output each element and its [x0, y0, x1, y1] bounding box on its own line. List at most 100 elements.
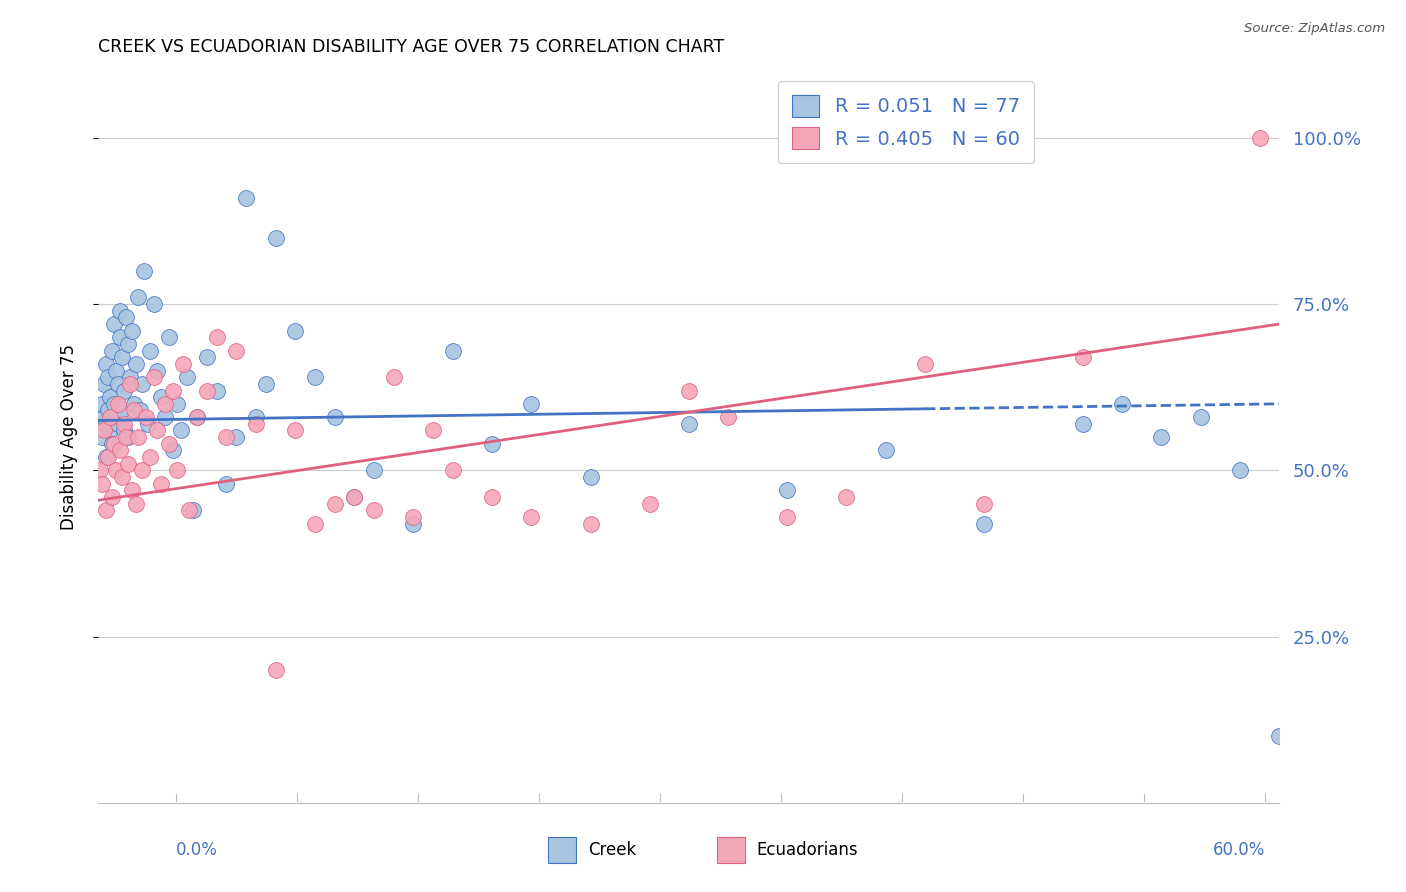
Point — [146, 424, 169, 438]
Point — [1268, 729, 1291, 743]
Point — [150, 390, 173, 404]
Point — [93, 376, 115, 391]
Point — [89, 417, 111, 431]
Point — [520, 397, 543, 411]
Point — [678, 384, 700, 398]
Point — [117, 457, 139, 471]
Point — [108, 443, 131, 458]
Point — [101, 490, 124, 504]
Point — [91, 476, 114, 491]
Point — [264, 663, 287, 677]
Y-axis label: Disability Age Over 75: Disability Age Over 75 — [59, 344, 77, 530]
Point — [108, 303, 131, 318]
Point — [875, 443, 897, 458]
Point — [131, 376, 153, 391]
Point — [136, 417, 159, 431]
Point — [323, 410, 346, 425]
Point — [481, 436, 503, 450]
Point — [105, 410, 128, 425]
Point — [254, 376, 277, 391]
Point — [638, 497, 661, 511]
Point — [112, 384, 135, 398]
Point — [441, 343, 464, 358]
Text: Ecuadorians: Ecuadorians — [756, 841, 858, 859]
Point — [122, 397, 145, 411]
Point — [776, 483, 799, 498]
Point — [678, 417, 700, 431]
Point — [112, 424, 135, 438]
Point — [225, 430, 247, 444]
Text: 60.0%: 60.0% — [1213, 841, 1265, 859]
Point — [131, 463, 153, 477]
Point — [117, 430, 139, 444]
Point — [157, 436, 180, 450]
Point — [122, 403, 145, 417]
Point — [422, 424, 444, 438]
Point — [96, 503, 118, 517]
Point — [402, 516, 425, 531]
Point — [97, 370, 120, 384]
FancyBboxPatch shape — [717, 837, 745, 863]
Point — [146, 363, 169, 377]
Point — [101, 436, 124, 450]
Point — [125, 497, 148, 511]
Legend: R = 0.051   N = 77, R = 0.405   N = 60: R = 0.051 N = 77, R = 0.405 N = 60 — [779, 81, 1033, 163]
Point — [215, 476, 238, 491]
Point — [91, 397, 114, 411]
Point — [132, 264, 155, 278]
Point — [96, 357, 118, 371]
Point — [264, 230, 287, 244]
Point — [118, 376, 141, 391]
Point — [98, 390, 121, 404]
Point — [717, 410, 740, 425]
Point — [343, 490, 366, 504]
Point — [89, 463, 111, 477]
Point — [205, 384, 228, 398]
Point — [973, 516, 995, 531]
Point — [138, 450, 160, 464]
Point — [112, 417, 135, 431]
Point — [97, 450, 120, 464]
Point — [245, 417, 267, 431]
Point — [835, 490, 858, 504]
Point — [115, 310, 138, 325]
Point — [1150, 430, 1173, 444]
Point — [93, 410, 115, 425]
Point — [1189, 410, 1212, 425]
Point — [1071, 417, 1094, 431]
Point — [101, 343, 124, 358]
Text: Source: ZipAtlas.com: Source: ZipAtlas.com — [1244, 22, 1385, 36]
Point — [166, 397, 188, 411]
Point — [481, 490, 503, 504]
Point — [186, 410, 208, 425]
Point — [225, 343, 247, 358]
Point — [98, 410, 121, 425]
Point — [117, 337, 139, 351]
Point — [170, 424, 193, 438]
Point — [1111, 397, 1133, 411]
Point — [441, 463, 464, 477]
Point — [150, 476, 173, 491]
Point — [107, 417, 129, 431]
Point — [973, 497, 995, 511]
Point — [284, 424, 307, 438]
Point — [138, 343, 160, 358]
Point — [1071, 351, 1094, 365]
Point — [181, 503, 204, 517]
Point — [98, 424, 121, 438]
Point — [108, 330, 131, 344]
Point — [579, 516, 602, 531]
Point — [776, 509, 799, 524]
Point — [121, 324, 143, 338]
Point — [103, 397, 125, 411]
Point — [195, 384, 218, 398]
FancyBboxPatch shape — [548, 837, 576, 863]
Point — [111, 470, 134, 484]
Point — [157, 330, 180, 344]
Point — [96, 450, 118, 464]
Text: Creek: Creek — [588, 841, 636, 859]
Point — [363, 463, 385, 477]
Point — [162, 443, 184, 458]
Point — [103, 317, 125, 331]
Point — [1229, 463, 1251, 477]
